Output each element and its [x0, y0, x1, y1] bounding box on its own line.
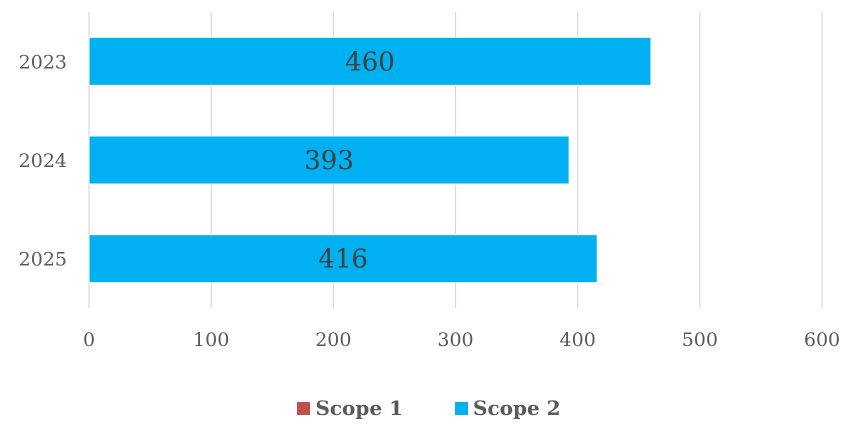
legend-swatch-scope-1 — [297, 401, 311, 415]
data-label-2023: 460 — [345, 47, 395, 77]
category-label-2023: 2023 — [19, 51, 67, 73]
data-label-2024: 393 — [304, 146, 354, 176]
legend-item-scope-1: Scope 1 — [297, 396, 403, 420]
x-tick-label-500: 500 — [682, 329, 718, 351]
bar-scope-2-2023 — [88, 36, 652, 86]
bar-scope-2-2025 — [88, 234, 598, 284]
bar-scope-2-2024 — [88, 135, 570, 185]
x-tick-labels: 0 100 200 300 400 500 600 — [83, 329, 840, 351]
category-labels: 2023 2024 2025 — [19, 51, 67, 270]
data-labels: 460 393 416 — [304, 47, 395, 274]
legend-label-scope-2: Scope 2 — [473, 396, 561, 420]
legend: Scope 1 Scope 2 — [0, 392, 858, 424]
x-tick-label-200: 200 — [315, 329, 351, 351]
x-tick-label-300: 300 — [437, 329, 473, 351]
legend-swatch-scope-2 — [455, 401, 468, 415]
x-tick-label-400: 400 — [560, 329, 596, 351]
category-label-2024: 2024 — [19, 150, 67, 172]
bars — [88, 36, 652, 284]
legend-item-scope-2: Scope 2 — [455, 396, 561, 420]
data-label-2025: 416 — [318, 245, 368, 275]
category-label-2025: 2025 — [19, 249, 67, 271]
x-tick-label-100: 100 — [193, 329, 229, 351]
legend-label-scope-1: Scope 1 — [315, 396, 403, 420]
x-tick-label-0: 0 — [83, 329, 95, 351]
x-tick-label-600: 600 — [804, 329, 840, 351]
